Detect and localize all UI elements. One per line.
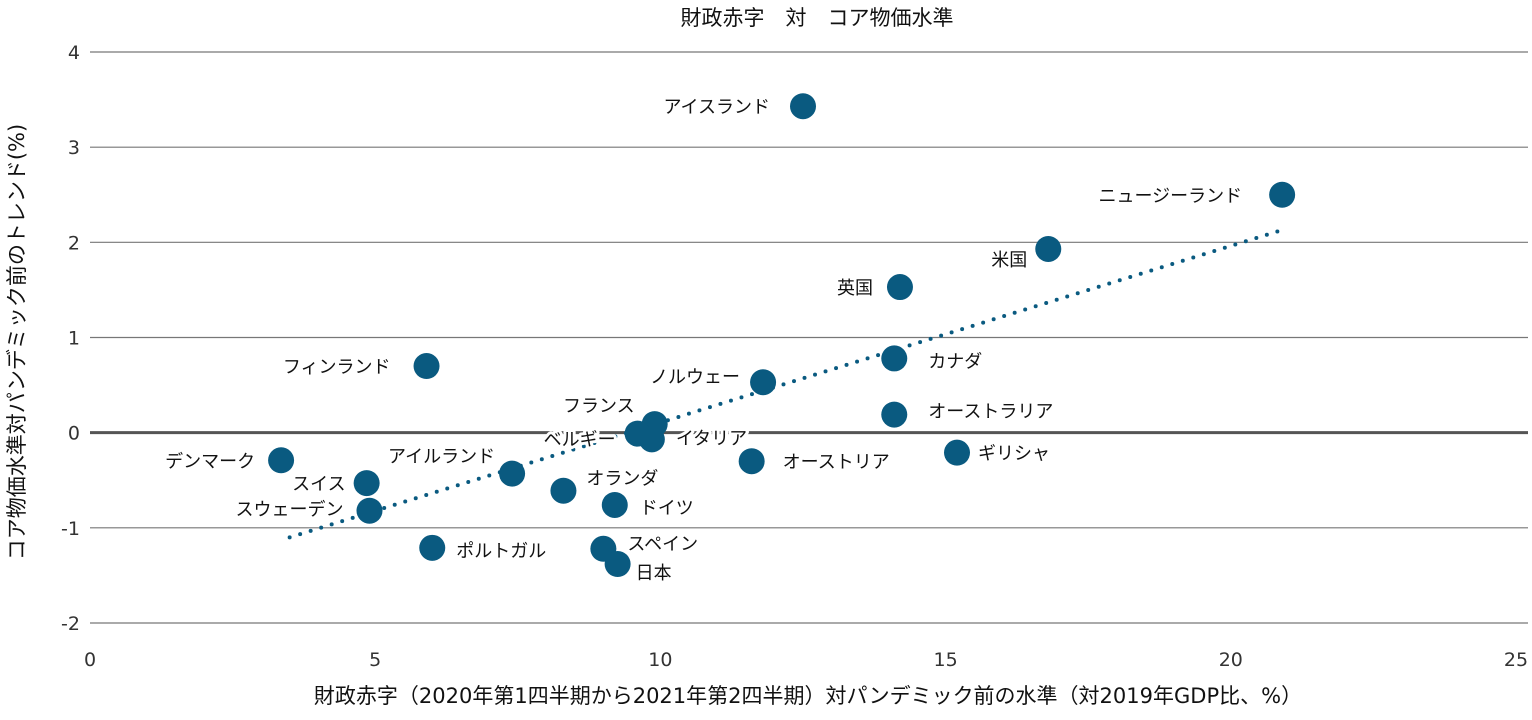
- point-label: スイス: [292, 474, 345, 495]
- point-label: アイスランド: [663, 97, 770, 118]
- y-tick-label: 3: [68, 137, 80, 159]
- chart-title: 財政赤字 対 コア物価水準: [681, 6, 954, 30]
- point-label: デンマーク: [165, 451, 255, 472]
- data-points: [268, 93, 1296, 577]
- point-label: オランダ: [586, 469, 658, 490]
- x-tick-label: 20: [1219, 649, 1243, 671]
- y-tick-label: 0: [68, 423, 80, 445]
- y-tick-label: -2: [61, 613, 80, 635]
- data-point: [881, 401, 908, 428]
- point-label: イタリア: [676, 428, 747, 449]
- x-tick-label: 15: [934, 649, 958, 671]
- data-point: [499, 460, 526, 487]
- y-tick-label: 2: [68, 232, 80, 254]
- data-point: [604, 550, 631, 577]
- point-label: フランス: [563, 396, 635, 417]
- data-point: [1269, 181, 1296, 208]
- x-tick-label: 25: [1504, 649, 1528, 671]
- data-point: [1035, 235, 1062, 262]
- point-label: スペイン: [627, 534, 698, 555]
- trendline: [287, 227, 1285, 540]
- point-label: オーストリア: [783, 452, 890, 473]
- x-tick-labels: 0 5 10 15 20 25: [84, 649, 1528, 671]
- point-label: ギリシャ: [978, 444, 1050, 465]
- gridlines: [90, 51, 1528, 624]
- data-point: [750, 369, 777, 396]
- point-label: ドイツ: [640, 498, 694, 519]
- point-label: ノルウェー: [650, 367, 740, 388]
- point-label: 日本: [636, 563, 672, 584]
- data-point: [353, 470, 380, 497]
- x-tick-label: 10: [648, 649, 672, 671]
- x-tick-label: 0: [84, 649, 96, 671]
- point-label: カナダ: [928, 351, 982, 372]
- trendline-path: [287, 227, 1285, 540]
- data-point: [944, 439, 971, 466]
- y-tick-label: -1: [61, 518, 80, 540]
- point-label: スウェーデン: [235, 500, 343, 521]
- point-label: ポルトガル: [456, 541, 546, 562]
- x-axis-label: 財政赤字（2020年第1四半期から2021年第2四半期）対パンデミック前の水準（…: [314, 684, 1302, 708]
- point-label: アイルランド: [388, 447, 495, 468]
- point-label: ベルギー: [544, 430, 616, 451]
- data-point: [601, 491, 628, 518]
- point-label: フィンランド: [283, 357, 391, 378]
- data-point: [738, 448, 765, 475]
- point-label: オーストラリア: [928, 402, 1053, 423]
- data-point: [550, 477, 577, 504]
- data-point: [790, 93, 816, 120]
- point-label: 英国: [837, 278, 873, 299]
- x-tick-label: 5: [369, 649, 381, 671]
- data-point: [886, 274, 913, 301]
- data-point: [881, 345, 908, 372]
- y-tick-label: 4: [68, 42, 80, 64]
- data-point: [413, 353, 440, 380]
- data-point: [638, 426, 665, 453]
- point-label: ニュージーランド: [1098, 186, 1242, 207]
- y-tick-label: 1: [68, 328, 80, 350]
- y-axis-label: コア物価水準対パンデミック前のトレンド(%): [5, 124, 29, 560]
- data-point: [356, 497, 383, 524]
- point-label: 米国: [991, 250, 1027, 271]
- data-point: [268, 447, 295, 474]
- y-tick-labels: -2 -1 0 1 2 3 4: [61, 42, 80, 635]
- data-point: [419, 534, 446, 561]
